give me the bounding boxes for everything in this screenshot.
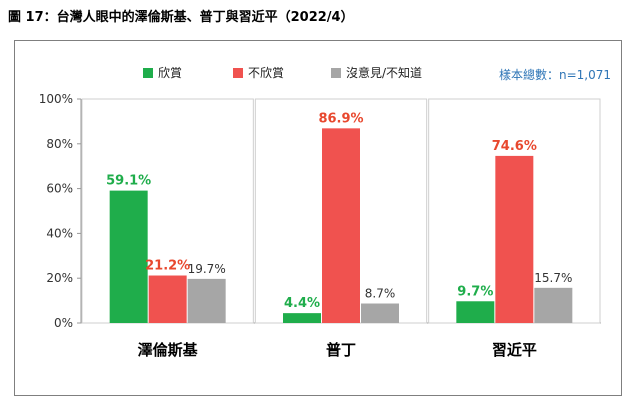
bar-chart: 欣賞 不欣賞 沒意見/不知道 樣本總數：n=1,071 0% 20% 40% 60% 80%… bbox=[39, 65, 611, 359]
bar bbox=[495, 155, 534, 323]
bar bbox=[361, 303, 399, 323]
chart-title: 圖 17：台灣人眼中的澤倫斯基、普丁與習近平（2022/4） bbox=[8, 10, 354, 25]
bar bbox=[283, 313, 321, 323]
bar bbox=[534, 287, 573, 323]
bar bbox=[187, 278, 226, 323]
bar bbox=[148, 275, 187, 323]
y-tick-label: 60% bbox=[46, 182, 73, 196]
data-label: 4.4% bbox=[284, 296, 320, 311]
x-axis-categories: 澤倫斯基 普丁 習近平 bbox=[138, 341, 537, 359]
y-tick-label: 40% bbox=[46, 226, 73, 240]
data-label: 9.7% bbox=[457, 284, 493, 299]
legend-label: 不欣賞 bbox=[248, 66, 284, 80]
y-tick-label: 0% bbox=[54, 316, 73, 330]
legend: 欣賞 不欣賞 沒意見/不知道 bbox=[143, 65, 422, 80]
category-label: 澤倫斯基 bbox=[138, 341, 199, 359]
legend-swatch bbox=[233, 68, 243, 78]
y-tick-label: 80% bbox=[46, 137, 73, 151]
legend-swatch bbox=[143, 68, 153, 78]
data-label: 19.7% bbox=[188, 262, 226, 276]
data-labels: 59.1% 21.2%19.7% 4.4% 86.9% 8.7% 9.7% 74.6% 15.… bbox=[106, 111, 572, 311]
data-label: 21.2% bbox=[145, 259, 190, 274]
y-tick-label: 20% bbox=[46, 271, 73, 285]
data-label: 59.1% bbox=[106, 174, 151, 189]
legend-label: 欣賞 bbox=[158, 66, 182, 80]
bar bbox=[109, 190, 148, 323]
bar bbox=[456, 301, 495, 323]
data-label: 8.7% bbox=[365, 287, 396, 301]
data-label: 15.7% bbox=[534, 271, 572, 285]
category-label: 普丁 bbox=[326, 341, 356, 359]
data-label: 86.9% bbox=[318, 111, 363, 126]
category-label: 習近平 bbox=[492, 341, 537, 359]
y-tick-label: 100% bbox=[39, 92, 73, 106]
legend-label: 沒意見/不知道 bbox=[346, 65, 422, 80]
bar bbox=[322, 128, 360, 323]
bars bbox=[109, 128, 573, 323]
legend-swatch bbox=[331, 68, 341, 78]
chart-frame: 欣賞 不欣賞 沒意見/不知道 樣本總數：n=1,071 0% 20% 40% 60% 80%… bbox=[14, 40, 622, 396]
data-label: 74.6% bbox=[492, 139, 537, 154]
sample-size-note: 樣本總數：n=1,071 bbox=[499, 67, 611, 82]
